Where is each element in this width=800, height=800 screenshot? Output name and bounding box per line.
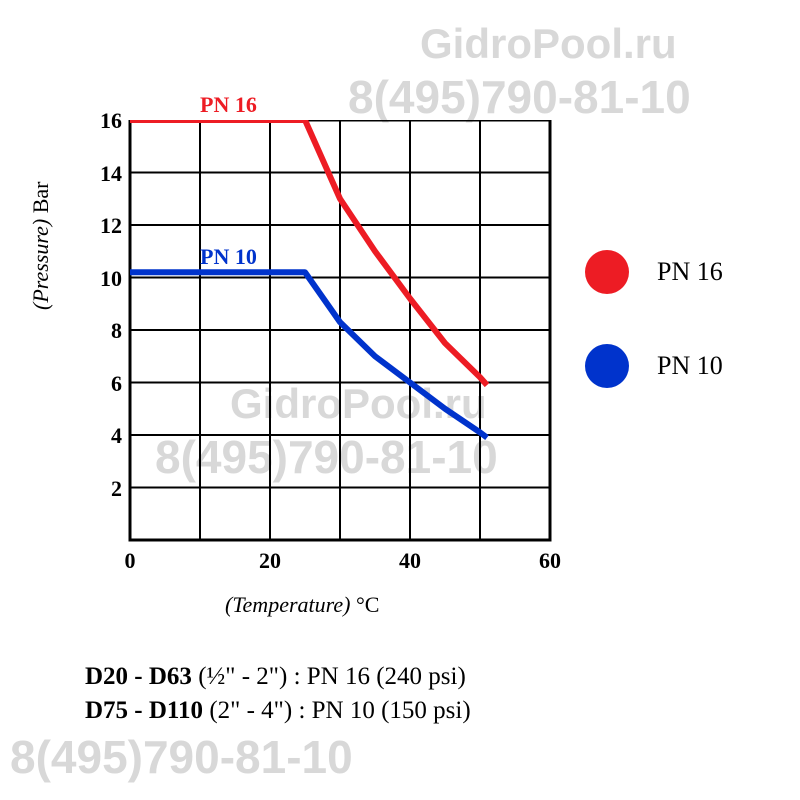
y-tick-label: 2 — [82, 476, 122, 502]
legend-label-pn10: PN 10 — [657, 351, 723, 381]
legend: PN 16 PN 10 — [585, 250, 723, 438]
y-tick-label: 14 — [82, 161, 122, 187]
y-tick-label: 10 — [82, 266, 122, 292]
caption: D20 - D63 (½" - 2") : PN 16 (240 psi) D7… — [85, 660, 471, 728]
x-tick-label: 60 — [530, 548, 570, 574]
watermark-text: 8(495)790-81-10 — [10, 730, 353, 784]
legend-item-pn10: PN 10 — [585, 344, 723, 388]
y-tick-label: 6 — [82, 371, 122, 397]
legend-label-pn16: PN 16 — [657, 257, 723, 287]
chart-svg — [60, 120, 580, 580]
y-axis-label: (Pressure) Bar — [28, 182, 54, 311]
x-axis-label: (Temperature) °C — [225, 592, 379, 618]
x-tick-label: 40 — [390, 548, 430, 574]
pressure-temperature-chart: PN 16 PN 10 16 14 12 10 8 6 4 2 0 20 40 … — [60, 120, 580, 585]
caption-line-2: D75 - D110 (2" - 4") : PN 10 (150 psi) — [85, 694, 471, 728]
caption-line-1: D20 - D63 (½" - 2") : PN 16 (240 psi) — [85, 660, 471, 694]
x-tick-label: 20 — [250, 548, 290, 574]
y-tick-label: 12 — [82, 213, 122, 239]
legend-dot-pn10 — [585, 344, 629, 388]
legend-dot-pn16 — [585, 250, 629, 294]
series-label-pn10: PN 10 — [200, 244, 257, 270]
series-label-pn16: PN 16 — [200, 92, 257, 118]
y-tick-label: 4 — [82, 423, 122, 449]
legend-item-pn16: PN 16 — [585, 250, 723, 294]
x-tick-label: 0 — [110, 548, 150, 574]
y-tick-label: 8 — [82, 318, 122, 344]
y-tick-label: 16 — [82, 108, 122, 134]
watermark-text: GidroPool.ru — [420, 20, 677, 68]
watermark-text: 8(495)790-81-10 — [348, 70, 691, 124]
